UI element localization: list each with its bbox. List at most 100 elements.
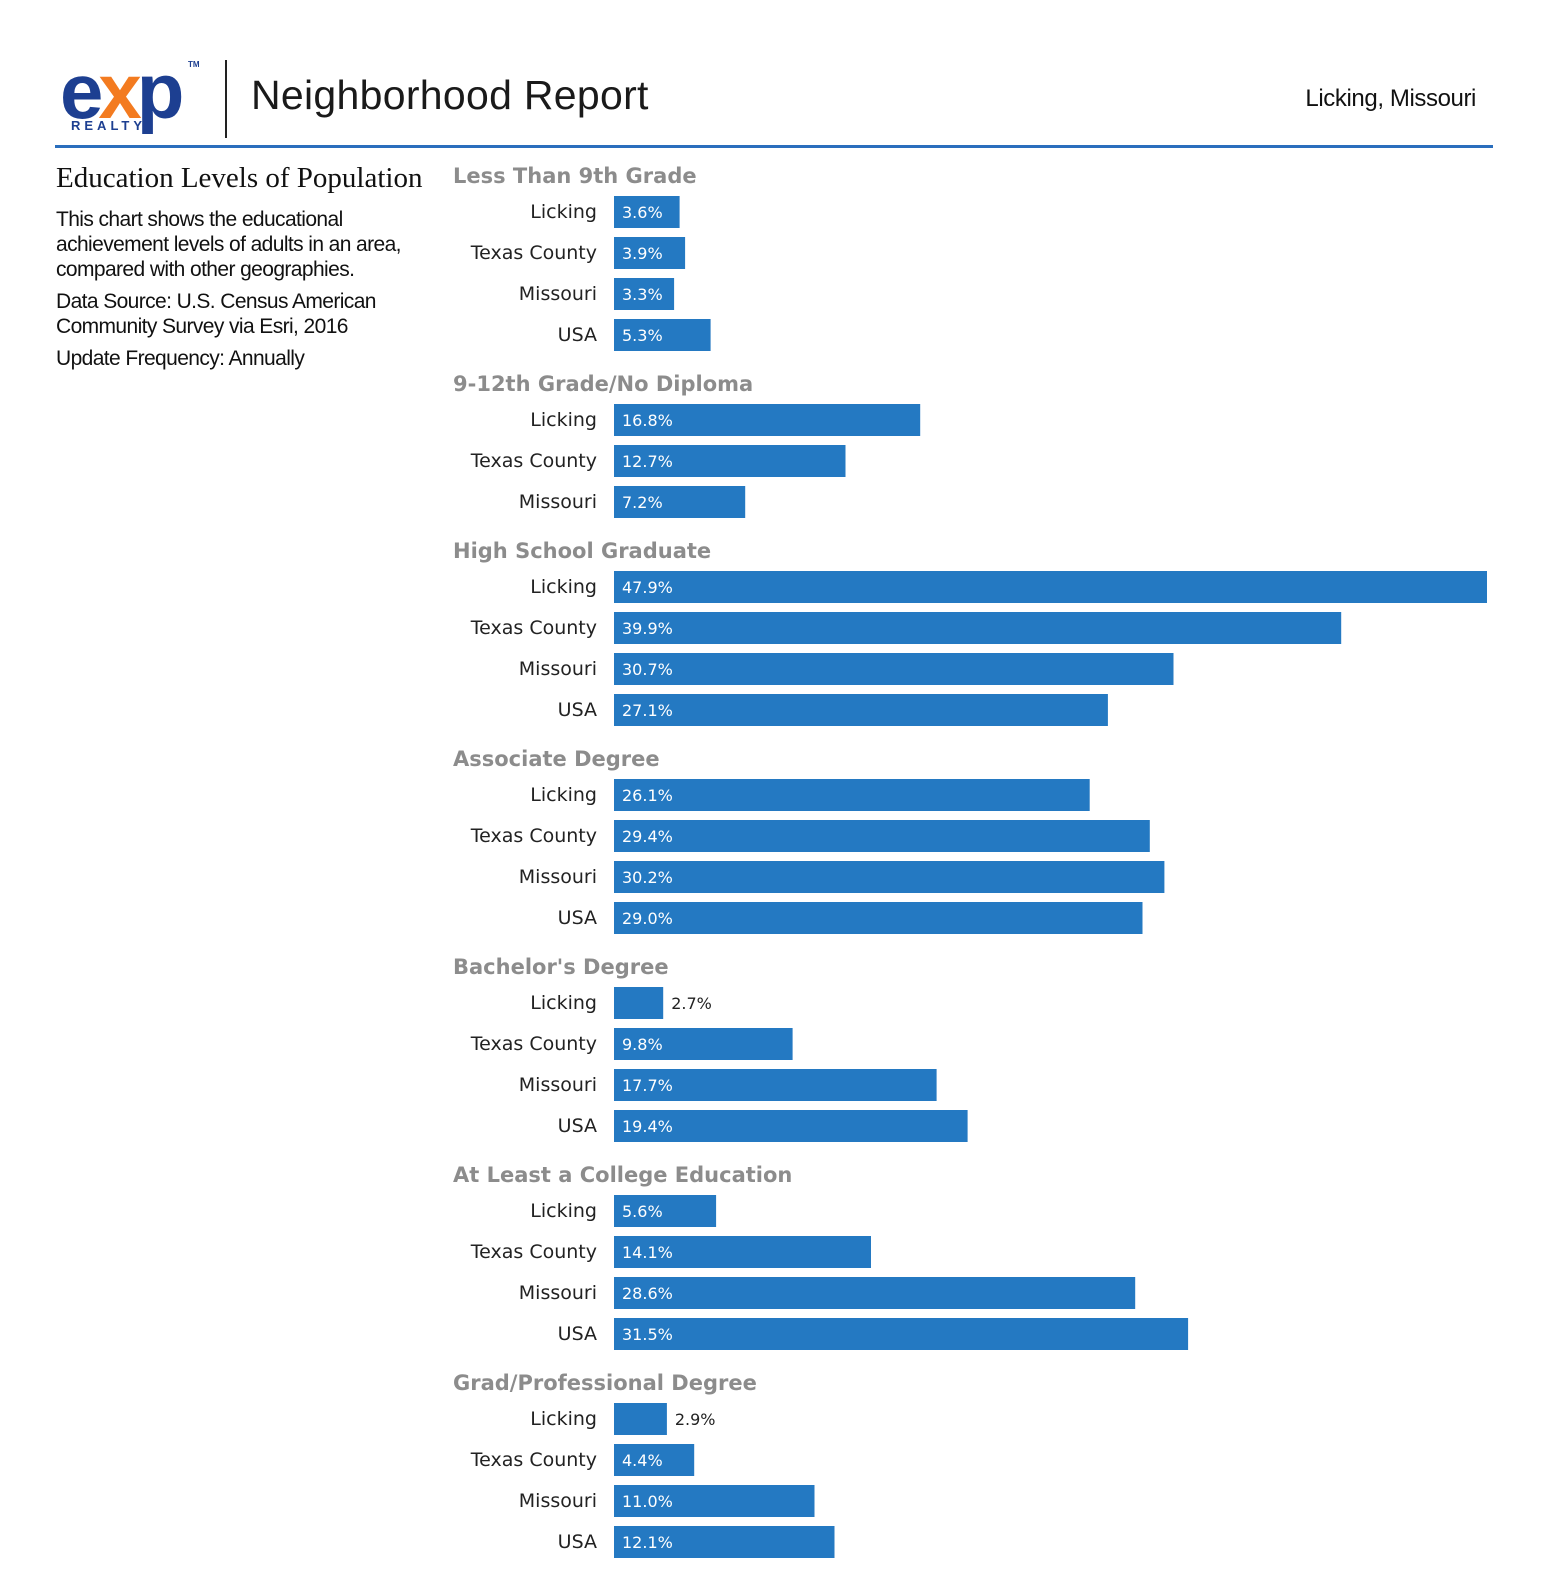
row-label-grad-professional-degree-texas-county: Texas County <box>470 1449 597 1471</box>
row-label-associate-degree-usa: USA <box>558 907 597 929</box>
chart-description: Education Levels of Population This char… <box>56 162 431 378</box>
bar-bachelor-s-degree-missouri <box>614 1069 937 1101</box>
bar-bachelor-s-degree-licking <box>614 987 664 1019</box>
bar-at-least-a-college-education-missouri <box>614 1277 1136 1309</box>
category-title-grad-professional-degree: Grad/Professional Degree <box>453 1371 757 1395</box>
value-label-grad-professional-degree-licking: 2.9% <box>675 1410 716 1429</box>
data-source: Data Source: U.S. Census American Commun… <box>56 290 376 338</box>
category-title-bachelor-s-degree: Bachelor's Degree <box>453 955 669 979</box>
exp-realty-logo: exp TM REALTY <box>58 52 208 140</box>
value-label-associate-degree-licking: 26.1% <box>622 786 673 805</box>
row-label-9-12th-grade-no-diploma-missouri: Missouri <box>519 491 597 513</box>
logo-letter-x: x <box>98 47 141 135</box>
bar-high-school-graduate-usa <box>614 694 1108 726</box>
value-label-bachelor-s-degree-usa: 19.4% <box>622 1117 673 1136</box>
row-label-at-least-a-college-education-licking: Licking <box>530 1200 597 1222</box>
bar-bachelor-s-degree-usa <box>614 1110 968 1142</box>
bar-grad-professional-degree-licking <box>614 1403 667 1435</box>
value-label-high-school-graduate-usa: 27.1% <box>622 701 673 720</box>
category-title-at-least-a-college-education: At Least a College Education <box>453 1163 792 1187</box>
update-frequency: Update Frequency: Annually <box>56 347 305 370</box>
bar-grad-professional-degree-missouri <box>614 1485 815 1517</box>
row-label-grad-professional-degree-usa: USA <box>558 1531 597 1553</box>
value-label-at-least-a-college-education-usa: 31.5% <box>622 1325 673 1344</box>
row-label-less-than-9th-grade-texas-county: Texas County <box>470 242 597 264</box>
row-label-less-than-9th-grade-missouri: Missouri <box>519 283 597 305</box>
category-title-less-than-9th-grade: Less Than 9th Grade <box>453 164 697 188</box>
row-label-bachelor-s-degree-usa: USA <box>558 1115 597 1137</box>
value-label-associate-degree-missouri: 30.2% <box>622 868 673 887</box>
value-label-bachelor-s-degree-texas-county: 9.8% <box>622 1035 663 1054</box>
header-rule <box>55 145 1493 148</box>
row-label-at-least-a-college-education-missouri: Missouri <box>519 1282 597 1304</box>
location-label: Licking, Missouri <box>1305 85 1476 112</box>
row-label-9-12th-grade-no-diploma-texas-county: Texas County <box>470 450 597 472</box>
bar-at-least-a-college-education-texas-county <box>614 1236 871 1268</box>
bar-9-12th-grade-no-diploma-texas-county <box>614 445 846 477</box>
bar-high-school-graduate-texas-county <box>614 612 1342 644</box>
row-label-high-school-graduate-missouri: Missouri <box>519 658 597 680</box>
bar-9-12th-grade-no-diploma-missouri <box>614 486 746 518</box>
bar-associate-degree-texas-county <box>614 820 1150 852</box>
bar-high-school-graduate-licking <box>614 571 1487 603</box>
bar-associate-degree-licking <box>614 779 1090 811</box>
page-title: Neighborhood Report <box>251 72 649 118</box>
logo-letter-p: p <box>136 47 185 135</box>
description-title: Education Levels of Population <box>56 162 423 194</box>
logo-trademark: TM <box>188 60 200 69</box>
bar-associate-degree-usa <box>614 902 1143 934</box>
bar-bachelor-s-degree-texas-county <box>614 1028 793 1060</box>
bar-at-least-a-college-education-licking <box>614 1195 717 1227</box>
row-label-associate-degree-licking: Licking <box>530 784 597 806</box>
row-label-at-least-a-college-education-texas-county: Texas County <box>470 1241 597 1263</box>
value-label-associate-degree-usa: 29.0% <box>622 909 673 928</box>
description-text: This chart shows the educational achieve… <box>56 208 401 281</box>
bar-grad-professional-degree-usa <box>614 1526 835 1558</box>
bar-less-than-9th-grade-texas-county <box>614 237 686 269</box>
row-label-bachelor-s-degree-missouri: Missouri <box>519 1074 597 1096</box>
value-label-high-school-graduate-missouri: 30.7% <box>622 660 673 679</box>
category-title-9-12th-grade-no-diploma: 9-12th Grade/No Diploma <box>453 372 753 396</box>
value-label-high-school-graduate-texas-county: 39.9% <box>622 619 673 638</box>
value-label-associate-degree-texas-county: 29.4% <box>622 827 673 846</box>
row-label-associate-degree-missouri: Missouri <box>519 866 597 888</box>
bar-grad-professional-degree-texas-county <box>614 1444 695 1476</box>
value-label-at-least-a-college-education-missouri: 28.6% <box>622 1284 673 1303</box>
value-label-less-than-9th-grade-licking: 3.6% <box>622 203 663 222</box>
row-label-9-12th-grade-no-diploma-licking: Licking <box>530 409 597 431</box>
bar-less-than-9th-grade-missouri <box>614 278 675 310</box>
bar-less-than-9th-grade-licking <box>614 196 680 228</box>
row-label-at-least-a-college-education-usa: USA <box>558 1323 597 1345</box>
bar-at-least-a-college-education-usa <box>614 1318 1189 1350</box>
logo-letter-e: e <box>60 47 103 135</box>
row-label-bachelor-s-degree-texas-county: Texas County <box>470 1033 597 1055</box>
row-label-less-than-9th-grade-licking: Licking <box>530 201 597 223</box>
bar-less-than-9th-grade-usa <box>614 319 711 351</box>
value-label-grad-professional-degree-missouri: 11.0% <box>622 1492 673 1511</box>
header-divider <box>225 60 227 138</box>
value-label-at-least-a-college-education-licking: 5.6% <box>622 1202 663 1221</box>
row-label-bachelor-s-degree-licking: Licking <box>530 992 597 1014</box>
bar-associate-degree-missouri <box>614 861 1165 893</box>
value-label-9-12th-grade-no-diploma-licking: 16.8% <box>622 411 673 430</box>
category-title-associate-degree: Associate Degree <box>453 747 660 771</box>
logo-subtitle: REALTY <box>71 118 147 133</box>
row-label-less-than-9th-grade-usa: USA <box>558 324 597 346</box>
row-label-associate-degree-texas-county: Texas County <box>470 825 597 847</box>
value-label-less-than-9th-grade-texas-county: 3.9% <box>622 244 663 263</box>
value-label-bachelor-s-degree-licking: 2.7% <box>671 994 712 1013</box>
value-label-at-least-a-college-education-texas-county: 14.1% <box>622 1243 673 1262</box>
value-label-9-12th-grade-no-diploma-missouri: 7.2% <box>622 493 663 512</box>
row-label-high-school-graduate-texas-county: Texas County <box>470 617 597 639</box>
logo-wordmark: exp <box>60 52 184 130</box>
value-label-grad-professional-degree-texas-county: 4.4% <box>622 1451 663 1470</box>
value-label-bachelor-s-degree-missouri: 17.7% <box>622 1076 673 1095</box>
row-label-high-school-graduate-licking: Licking <box>530 576 597 598</box>
row-label-grad-professional-degree-missouri: Missouri <box>519 1490 597 1512</box>
value-label-less-than-9th-grade-usa: 5.3% <box>622 326 663 345</box>
value-label-9-12th-grade-no-diploma-texas-county: 12.7% <box>622 452 673 471</box>
value-label-grad-professional-degree-usa: 12.1% <box>622 1533 673 1552</box>
bar-9-12th-grade-no-diploma-licking <box>614 404 921 436</box>
row-label-high-school-graduate-usa: USA <box>558 699 597 721</box>
